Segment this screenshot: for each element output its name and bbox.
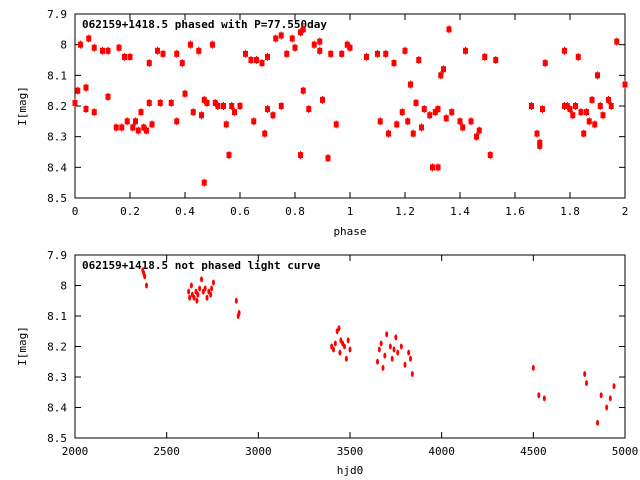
y-tick-label: 8.5 xyxy=(47,192,67,205)
data-point xyxy=(542,395,546,402)
phased-plot-title: 062159+1418.5 phased with P=77.550day xyxy=(82,18,327,31)
y-tick-label: 8.3 xyxy=(47,371,67,384)
y-tick-label: 8.1 xyxy=(47,69,67,82)
data-point xyxy=(188,294,192,301)
data-point xyxy=(385,331,389,338)
data-point xyxy=(390,355,394,362)
x-tick-label: 1.2 xyxy=(395,205,415,218)
x-tick-label: 0 xyxy=(72,205,79,218)
data-point xyxy=(344,355,348,362)
data-point xyxy=(338,349,342,356)
x-tick-label: 0.6 xyxy=(230,205,250,218)
data-point xyxy=(346,337,350,344)
data-point xyxy=(392,346,396,353)
data-point xyxy=(145,282,148,289)
y-tick-label: 7.9 xyxy=(47,8,67,21)
data-point xyxy=(585,380,588,387)
data-point xyxy=(381,364,385,371)
x-tick-label: 4000 xyxy=(428,445,455,458)
data-point xyxy=(608,395,612,402)
data-point xyxy=(399,343,403,350)
data-point xyxy=(196,291,200,298)
data-point xyxy=(209,291,213,298)
x-tick-label: 1.8 xyxy=(560,205,580,218)
data-point xyxy=(237,309,241,316)
data-point xyxy=(210,285,214,292)
data-point xyxy=(187,288,191,295)
data-point xyxy=(203,285,207,292)
data-point xyxy=(396,349,400,356)
phased-y-label: I[mag] xyxy=(16,86,29,126)
data-point xyxy=(394,334,398,341)
data-point xyxy=(409,355,412,362)
x-tick-label: 2500 xyxy=(153,445,180,458)
data-point xyxy=(348,346,352,353)
x-tick-label: 0.2 xyxy=(120,205,140,218)
data-point xyxy=(205,294,209,301)
x-tick-label: 3500 xyxy=(337,445,364,458)
data-point xyxy=(379,340,383,347)
x-tick-label: 5000 xyxy=(612,445,639,458)
data-point xyxy=(383,352,387,359)
data-point xyxy=(337,325,341,332)
x-tick-label: 1.4 xyxy=(450,205,470,218)
y-tick-label: 8.2 xyxy=(47,100,67,113)
data-point xyxy=(192,294,196,301)
x-tick-label: 4500 xyxy=(520,445,547,458)
data-point xyxy=(377,346,381,353)
x-tick-label: 1 xyxy=(347,205,354,218)
data-point xyxy=(410,370,414,377)
data-point xyxy=(332,346,335,353)
y-tick-label: 8.3 xyxy=(47,131,67,144)
data-point xyxy=(198,285,202,292)
unphased-y-label: I[mag] xyxy=(16,326,29,366)
y-tick-label: 8.2 xyxy=(47,341,67,354)
data-point xyxy=(343,343,346,350)
y-tick-label: 8.5 xyxy=(47,432,67,445)
data-point xyxy=(388,343,392,350)
data-point xyxy=(189,282,193,289)
y-tick-label: 7.9 xyxy=(47,249,67,262)
x-tick-label: 0.8 xyxy=(285,205,305,218)
unphased-plot: 062159+1418.5 not phased light curve hjd… xyxy=(16,249,638,477)
x-tick-label: 2000 xyxy=(62,445,89,458)
data-point xyxy=(612,383,616,390)
data-point xyxy=(376,358,379,365)
unphased-x-label: hjd0 xyxy=(337,464,364,477)
data-point xyxy=(596,419,599,426)
data-point xyxy=(531,364,535,371)
y-tick-label: 8.4 xyxy=(47,402,67,415)
y-tick-label: 8.1 xyxy=(47,310,67,323)
data-point xyxy=(143,273,147,280)
y-tick-label: 8 xyxy=(60,39,67,52)
x-tick-label: 1.6 xyxy=(505,205,525,218)
unphased-plot-title: 062159+1418.5 not phased light curve xyxy=(82,259,321,272)
data-point xyxy=(195,297,199,304)
y-tick-label: 8 xyxy=(60,280,67,293)
data-point xyxy=(605,404,609,411)
data-point xyxy=(599,392,603,399)
data-point xyxy=(537,392,541,399)
data-point xyxy=(407,349,411,356)
data-point xyxy=(403,361,407,368)
data-point xyxy=(234,297,238,304)
data-point xyxy=(200,276,203,283)
x-tick-label: 2 xyxy=(622,205,629,218)
data-point xyxy=(333,340,337,347)
phased-x-label: phase xyxy=(333,225,366,238)
data-point xyxy=(583,370,587,377)
x-tick-label: 0.4 xyxy=(175,205,195,218)
data-point xyxy=(211,279,215,286)
phased-plot: 062159+1418.5 phased with P=77.550day ph… xyxy=(16,8,628,238)
x-tick-label: 3000 xyxy=(245,445,272,458)
y-tick-label: 8.4 xyxy=(47,161,67,174)
